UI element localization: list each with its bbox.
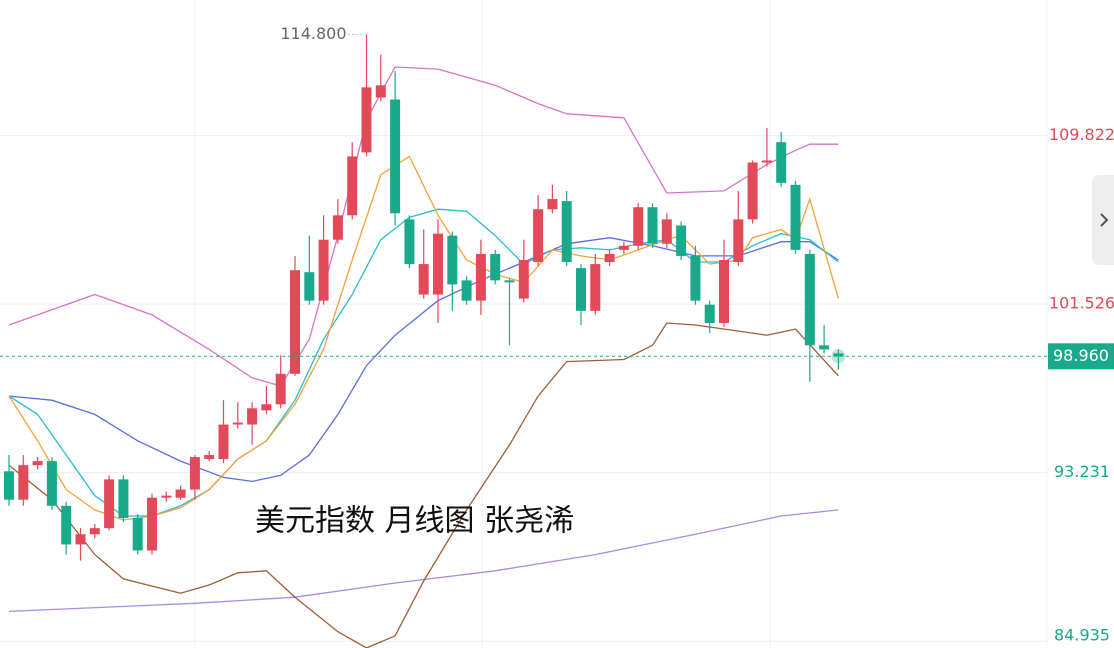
candle-body <box>576 268 586 311</box>
candle-body <box>776 142 787 183</box>
candle-body <box>132 517 143 551</box>
candle-body <box>46 461 57 506</box>
candle-body <box>32 461 43 466</box>
candle-body <box>75 534 86 545</box>
candle-body <box>390 99 401 214</box>
candle-body <box>375 85 386 98</box>
candle-body <box>676 225 687 256</box>
candle-body <box>761 160 772 163</box>
y-tick-label: 101.526 <box>1049 294 1114 313</box>
candle-body <box>104 479 115 529</box>
candle-body <box>361 87 372 153</box>
indicator-line <box>8 155 840 521</box>
indicator-lines <box>8 66 840 648</box>
candle-body <box>733 219 744 263</box>
indicator-line <box>8 237 839 483</box>
high-marker-label: 114.800 <box>280 24 346 43</box>
candles <box>4 34 844 561</box>
side-tab[interactable] <box>1092 175 1114 265</box>
labels: 109.822 101.526 93.231 84.935 114.800 98.960 <box>0 24 1114 645</box>
y-tick-label: 84.935 <box>1054 626 1110 645</box>
y-tick-label: 109.822 <box>1049 125 1114 144</box>
candle-body <box>147 497 157 551</box>
candle-body <box>18 465 29 500</box>
candle-body <box>275 373 286 405</box>
y-tick-label: 93.231 <box>1054 462 1110 481</box>
candle-body <box>790 184 801 250</box>
side-tab-arrow[interactable] <box>1100 213 1109 227</box>
candle-body <box>819 345 830 350</box>
candle-body <box>475 253 486 301</box>
candle-body <box>647 207 658 244</box>
candle-body <box>719 260 729 323</box>
candle-body <box>89 528 100 535</box>
candle-body <box>433 233 443 295</box>
candle-body <box>561 201 572 263</box>
candle-body <box>418 264 429 295</box>
candle-body <box>404 219 415 265</box>
candle-body <box>633 207 644 246</box>
indicator-line <box>8 322 839 648</box>
candle-body <box>247 408 258 425</box>
candle-body <box>347 156 358 216</box>
indicator-line <box>8 509 839 613</box>
candle-body <box>218 424 229 460</box>
candle-body <box>504 280 515 283</box>
chart-title: 美元指数 月线图 张尧浠 <box>255 504 574 539</box>
candle-body <box>204 455 215 460</box>
candle-body <box>747 162 758 220</box>
candle-body <box>61 505 72 545</box>
candle-body <box>618 245 629 250</box>
last-price-pulse <box>831 349 846 364</box>
candle-body <box>604 253 615 263</box>
candle-body <box>118 479 129 518</box>
last-price-label: 98.960 <box>1053 346 1109 365</box>
indicator-line <box>8 66 839 387</box>
candle-body <box>4 471 14 500</box>
candle-body <box>290 270 300 374</box>
candle-body <box>175 489 186 498</box>
candle-body <box>461 280 472 301</box>
candle-body <box>332 215 343 240</box>
candle-body <box>447 235 458 285</box>
candle-body <box>661 219 672 244</box>
candle-body <box>804 253 815 346</box>
candle-body <box>232 422 243 425</box>
candle-body <box>490 253 501 281</box>
candle-body <box>690 255 701 301</box>
candle-body <box>590 264 601 311</box>
vertical-grid <box>194 0 1048 648</box>
candle-body <box>704 304 715 323</box>
candle-body <box>533 209 544 263</box>
side-tab-bg[interactable] <box>1092 175 1114 265</box>
candle-body <box>833 353 844 357</box>
candle-body <box>518 260 529 299</box>
last-price-box <box>1048 343 1114 370</box>
candle-body <box>304 272 315 301</box>
grid <box>0 135 1047 642</box>
candle-body <box>318 239 329 301</box>
candle-body <box>547 199 558 210</box>
candle-body <box>161 495 172 498</box>
candle-body <box>189 457 200 490</box>
candle-body <box>261 404 272 411</box>
